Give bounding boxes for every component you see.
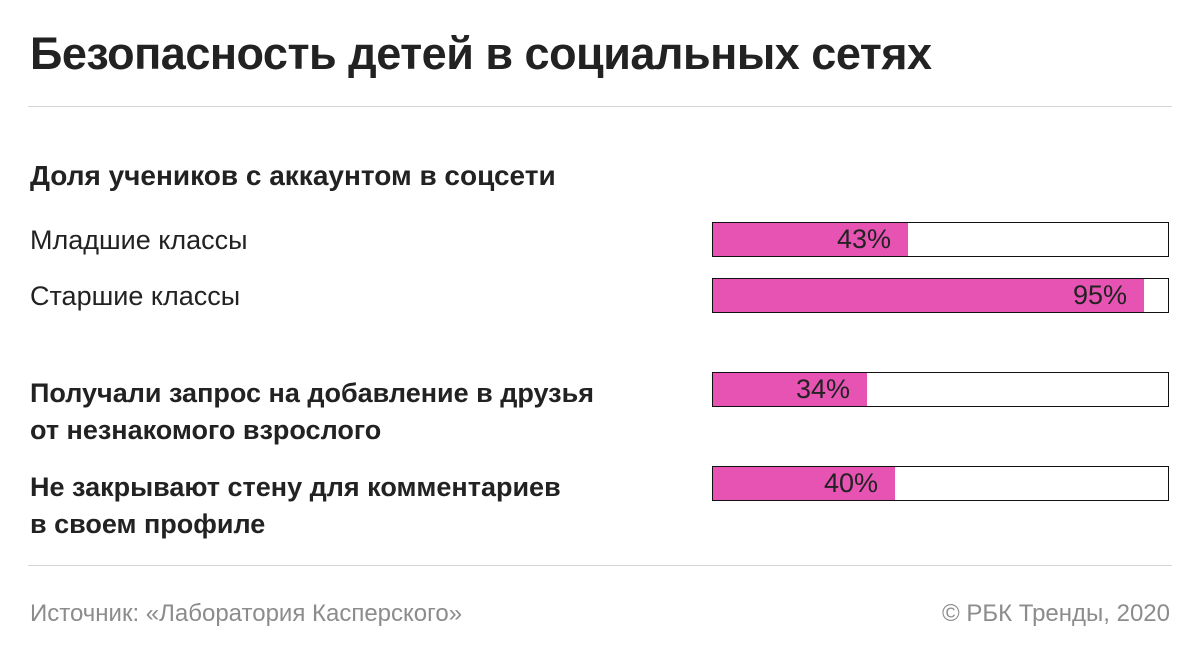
- category-label: Не закрывают стену для комментариев в сво…: [30, 469, 561, 543]
- bar: [713, 279, 1144, 312]
- bar-value-label: 95%: [1072, 280, 1127, 310]
- bottom-divider: [28, 565, 1172, 566]
- category-label-line: Не закрывают стену для комментариев: [30, 472, 561, 502]
- bar-value-label: 40%: [823, 468, 878, 498]
- category-label-line: в своем профиле: [30, 509, 266, 539]
- bar-track: 40%: [712, 466, 1169, 501]
- bar-value-label: 43%: [836, 224, 891, 254]
- top-divider: [28, 106, 1172, 107]
- bar: [713, 467, 895, 500]
- source-note: Источник: «Лаборатория Касперского»: [30, 600, 463, 627]
- bar-value-label: 34%: [795, 374, 850, 404]
- chart-title: Безопасность детей в социальных сетях: [30, 28, 932, 79]
- copyright-credit: © РБК Тренды, 2020: [942, 600, 1170, 627]
- category-label-line: Младшие классы: [30, 225, 248, 255]
- category-label: Получали запрос на добавление в друзья от…: [30, 375, 594, 449]
- category-label-line: Старшие классы: [30, 281, 241, 311]
- chart-subtitle: Доля учеников с аккаунтом в соцсети: [30, 160, 556, 191]
- bar: [713, 223, 908, 256]
- bar-track: 43%: [712, 222, 1169, 257]
- category-label: Младшие классы: [30, 222, 248, 258]
- category-label: Старшие классы: [30, 278, 240, 314]
- category-label-line: от незнакомого взрослого: [30, 415, 382, 445]
- bar-track: 95%: [712, 278, 1169, 313]
- bar-track: 34%: [712, 372, 1169, 407]
- bar: [713, 373, 867, 406]
- category-label-line: Получали запрос на добавление в друзья: [30, 378, 594, 408]
